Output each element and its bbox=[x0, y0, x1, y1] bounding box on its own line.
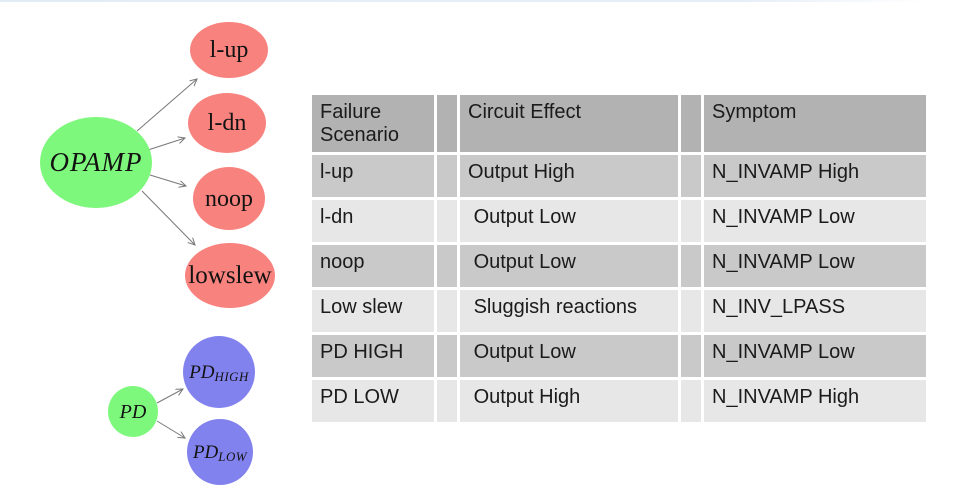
table-cell-scenario: l-up bbox=[312, 155, 434, 197]
table-cell-symptom: N_INV_LPASS bbox=[704, 290, 926, 332]
table-cell-symptom: N_INVAMP High bbox=[704, 155, 926, 197]
table-cell-effect: Output Low bbox=[460, 245, 678, 287]
edge-opamp-noop bbox=[149, 174, 186, 186]
table-cell-spacer bbox=[681, 380, 701, 422]
table-cell-spacer bbox=[681, 290, 701, 332]
table-cell-effect: Sluggish reactions bbox=[460, 290, 678, 332]
table-cell-spacer bbox=[437, 200, 457, 242]
edge-pd-pdlow bbox=[156, 420, 185, 438]
header-symptom: Symptom bbox=[704, 95, 926, 152]
header-spacer-2 bbox=[681, 95, 701, 152]
header-circuit-effect: Circuit Effect bbox=[460, 95, 678, 152]
table-cell-spacer bbox=[681, 335, 701, 377]
header-spacer-1 bbox=[437, 95, 457, 152]
table-cell-spacer bbox=[681, 245, 701, 287]
table-cell-effect: Output Low bbox=[460, 335, 678, 377]
table-cell-scenario: Low slew bbox=[312, 290, 434, 332]
pd-low-label: PDLOW bbox=[192, 441, 248, 464]
tree-node-pd-high: PDHIGH bbox=[183, 336, 255, 408]
table-cell-scenario: noop bbox=[312, 245, 434, 287]
tree-node-l-up: l-up bbox=[190, 22, 268, 78]
table-cell-spacer bbox=[681, 200, 701, 242]
table-cell-spacer bbox=[437, 335, 457, 377]
edge-opamp-ldn bbox=[147, 138, 185, 151]
tree-node-pd: PD bbox=[108, 386, 158, 437]
header-failure-scenario: Failure Scenario bbox=[312, 95, 434, 152]
table-cell-spacer bbox=[437, 290, 457, 332]
table-cell-spacer bbox=[437, 245, 457, 287]
table-cell-spacer bbox=[437, 155, 457, 197]
failure-scenario-table: Failure Scenario Circuit Effect Symptom … bbox=[312, 95, 926, 422]
table-cell-spacer bbox=[437, 380, 457, 422]
tree-node-lowslew: lowslew bbox=[185, 243, 275, 308]
table-cell-effect: Output High bbox=[460, 380, 678, 422]
table-cell-symptom: N_INVAMP Low bbox=[704, 200, 926, 242]
table-cell-symptom: N_INVAMP High bbox=[704, 380, 926, 422]
slide-top-accent-line bbox=[0, 0, 930, 2]
edge-opamp-lowslew bbox=[141, 190, 195, 245]
table-cell-effect: Output Low bbox=[460, 200, 678, 242]
table-cell-scenario: PD LOW bbox=[312, 380, 434, 422]
tree-node-noop: noop bbox=[193, 167, 265, 230]
table-cell-scenario: l-dn bbox=[312, 200, 434, 242]
tree-node-pd-low: PDLOW bbox=[187, 419, 253, 485]
pd-high-label: PDHIGH bbox=[189, 361, 249, 384]
edge-pd-pdhigh bbox=[156, 389, 183, 404]
table-cell-symptom: N_INVAMP Low bbox=[704, 245, 926, 287]
table-cell-scenario: PD HIGH bbox=[312, 335, 434, 377]
table-cell-effect: Output High bbox=[460, 155, 678, 197]
tree-node-opamp: OPAMP bbox=[40, 117, 152, 208]
table-cell-spacer bbox=[681, 155, 701, 197]
tree-node-l-dn: l-dn bbox=[188, 93, 266, 153]
table-cell-symptom: N_INVAMP Low bbox=[704, 335, 926, 377]
